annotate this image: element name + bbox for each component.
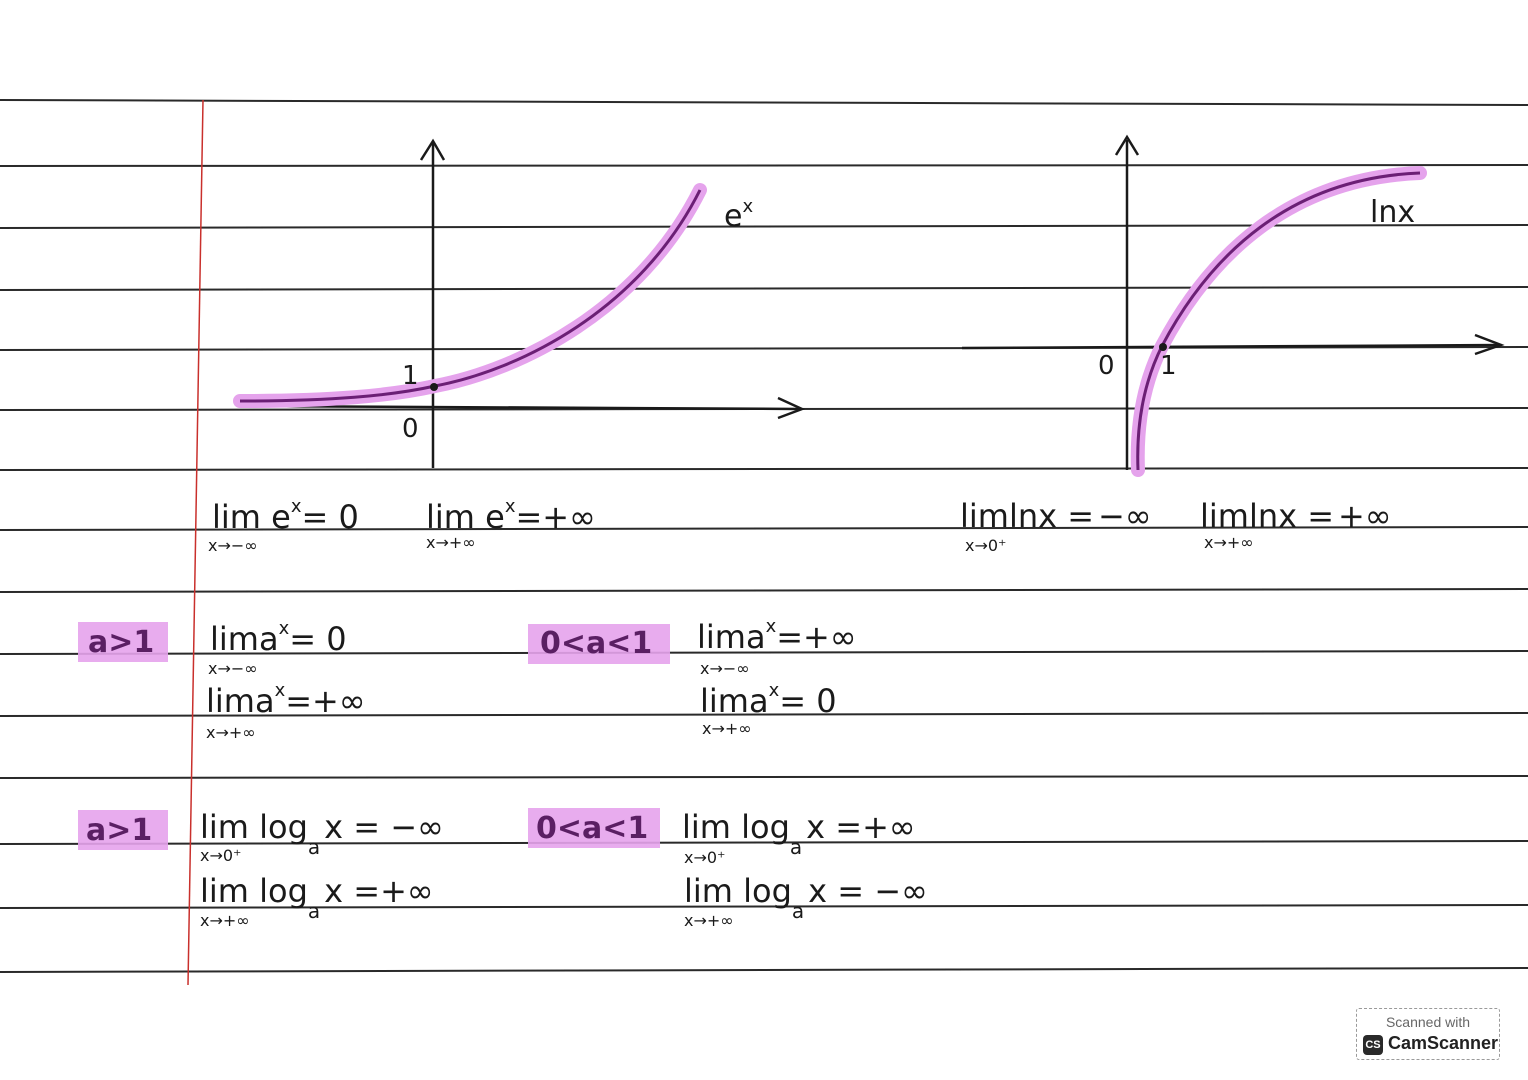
power-case2-condition: 0<a<1: [540, 626, 652, 661]
log-case1-highlight: [78, 810, 168, 850]
ln-curve-label: lnx: [1370, 195, 1415, 230]
power-case2-line2: limax= 0: [700, 680, 837, 720]
camscanner-watermark: Scanned with CS CamScanner: [1356, 1008, 1500, 1060]
exp-x-arrowhead: [777, 396, 806, 420]
ln-limit-1-expr: limlnx = −∞: [960, 497, 1152, 535]
exp-limit-1-sub: x→−∞: [208, 536, 258, 555]
power-case1-line2-sub: x→+∞: [206, 723, 256, 742]
exp-y-arrowhead: [419, 138, 446, 161]
log-case2-line1: lim logax =+∞: [682, 808, 916, 859]
power-case1-line1-sub: x→−∞: [208, 659, 258, 678]
ln-origin-label: 0: [1098, 351, 1115, 381]
log-case1-line2: lim logax =+∞: [200, 872, 434, 923]
ln-limit-1: limlnx = −∞ x→0⁺: [960, 497, 1152, 555]
power-case2-line1: limax=+∞: [697, 616, 857, 656]
power-case1-line2: limax=+∞: [206, 680, 366, 720]
graph-exp: 1 0 ex: [233, 138, 806, 468]
power-case1-line1: limax= 0: [210, 618, 347, 658]
log-case1-line2-sub: x→+∞: [200, 911, 250, 930]
exp-curve-label: ex: [724, 196, 753, 234]
power-case1-condition: a>1: [88, 625, 154, 660]
log-case2-line2: lim logax = −∞: [684, 872, 928, 923]
ln-point-1-0: [1159, 343, 1167, 351]
scanned-with-text: Scanned with: [1385, 1014, 1471, 1030]
exp-curve: [239, 189, 702, 403]
log-case2: 0<a<1 lim logax =+∞ x→0⁺ lim logax = −∞ …: [528, 808, 928, 930]
camscanner-brand-text: CamScanner: [1388, 1033, 1499, 1053]
log-case1: a>1 lim logax = −∞ x→0⁺ lim logax =+∞ x→…: [78, 808, 444, 930]
log-case2-condition: 0<a<1: [536, 811, 648, 846]
ln-limit-1-sub: x→0⁺: [965, 536, 1007, 555]
exp-limit-2-sub: x→+∞: [426, 533, 476, 552]
ln-limit-2-sub: x→+∞: [1204, 533, 1254, 552]
exp-limit-2-expr: lim ex=+∞: [426, 496, 596, 536]
ln-x-arrowhead: [1474, 333, 1505, 356]
exp-origin-label: 0: [402, 414, 419, 444]
log-case2-line2-sub: x→+∞: [684, 911, 734, 930]
exp-limit-1-expr: lim ex= 0: [212, 496, 359, 536]
ln-limit-2-expr: limlnx = +∞: [1200, 497, 1392, 535]
exp-tick-one: 1: [402, 361, 419, 391]
power-case2-highlight: [528, 624, 670, 664]
log-case1-line1: lim logax = −∞: [200, 808, 444, 859]
ln-limit-2: limlnx = +∞ x→+∞: [1200, 497, 1392, 552]
exp-point-0-1: [430, 383, 438, 391]
power-case2-line2-sub: x→+∞: [702, 719, 752, 738]
margin-line: [187, 99, 204, 986]
exp-curve-highlight: [233, 183, 707, 408]
exp-limit-2: lim ex=+∞ x→+∞: [426, 496, 596, 552]
power-case1-highlight: [78, 622, 168, 662]
graph-ln: 0 1 lnx: [961, 134, 1505, 477]
log-case2-highlight: [528, 808, 660, 848]
ln-x-axis: [961, 343, 1501, 350]
ln-tick-one: 1: [1160, 351, 1177, 381]
log-case1-condition: a>1: [86, 813, 152, 848]
log-case2-line1-sub: x→0⁺: [684, 848, 726, 867]
exp-limit-1: lim ex= 0 x→−∞: [208, 496, 359, 555]
ln-y-arrowhead: [1114, 134, 1140, 156]
power-case2-line1-sub: x→−∞: [700, 659, 750, 678]
power-case2: 0<a<1 limax=+∞ x→−∞ limax= 0 x→+∞: [528, 616, 857, 738]
ln-curve: [1136, 171, 1421, 471]
power-case1: a>1 limax= 0 x→−∞ limax=+∞ x→+∞: [78, 618, 366, 742]
exp-x-axis: [239, 404, 801, 411]
camscanner-logo-icon: CS: [1363, 1035, 1383, 1055]
log-case1-line1-sub: x→0⁺: [200, 846, 242, 865]
